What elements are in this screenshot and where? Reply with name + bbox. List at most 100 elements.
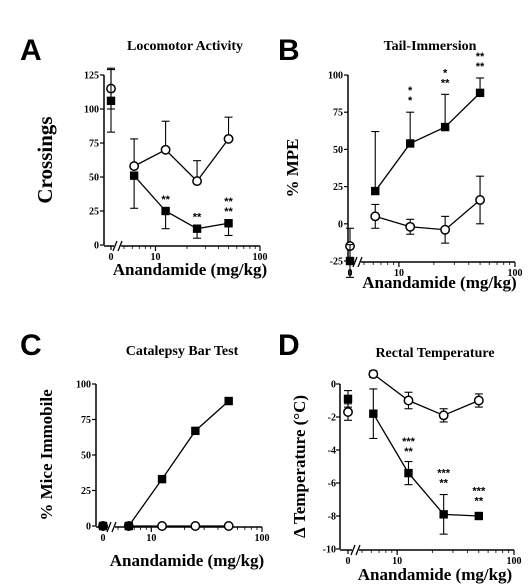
- significance-marker: ***: [402, 436, 416, 448]
- series-open-circle: [98, 521, 234, 531]
- axis-break-mark: [111, 521, 117, 533]
- data-point: [190, 521, 201, 531]
- y-tick-label: 100: [84, 105, 99, 116]
- data-point: [98, 521, 108, 531]
- significance-marker: **: [161, 194, 170, 206]
- y-tick-label: 25: [333, 182, 343, 193]
- y-tick-label: 0: [331, 380, 336, 391]
- series-line: [375, 199, 481, 231]
- x-tick-label: 0: [109, 252, 114, 263]
- y-tick-label: 100: [328, 71, 343, 82]
- data-point: [160, 144, 171, 155]
- y-tick-label: 50: [89, 173, 99, 184]
- series-line: [372, 373, 480, 417]
- significance-marker: *: [408, 95, 413, 107]
- y-tick-label: 25: [89, 207, 99, 218]
- data-point: [192, 224, 202, 233]
- significance-marker: **: [476, 51, 485, 63]
- series-line: [133, 175, 229, 230]
- data-point: [106, 96, 116, 106]
- data-point: [473, 395, 484, 406]
- y-tick-label: 75: [89, 139, 99, 150]
- y-tick-label: -4: [328, 446, 336, 457]
- y-tick-label: -6: [328, 479, 336, 490]
- y-tick-label: 50: [81, 451, 91, 462]
- data-point: [129, 171, 139, 180]
- significance-marker: **: [439, 478, 448, 490]
- data-point: [129, 161, 140, 172]
- x-tick-label: 10: [146, 533, 156, 544]
- data-point: [124, 521, 133, 531]
- series-open-circle: [345, 175, 486, 265]
- x-tick-label: 0: [101, 533, 106, 544]
- y-tick-label: 0: [94, 241, 99, 252]
- data-point: [404, 468, 413, 478]
- data-point: [440, 122, 450, 132]
- series-filled-square: [345, 77, 485, 278]
- y-tick-label: 0: [338, 219, 343, 230]
- x-tick-label: 10: [394, 268, 404, 279]
- significance-marker: **: [441, 77, 450, 89]
- data-point: [474, 511, 484, 521]
- series-line: [374, 92, 481, 192]
- data-point: [371, 186, 380, 196]
- series-line: [133, 138, 230, 183]
- x-tick-label: 10: [150, 252, 160, 263]
- y-tick-label: -2: [328, 413, 336, 424]
- series-open-circle: [106, 67, 234, 187]
- axis-break-mark: [352, 256, 358, 268]
- series-line: [372, 413, 479, 517]
- panel-c: C Catalepsy Bar Test 0 25 50 75 100 0 10 100 Anand…: [20, 329, 270, 570]
- series-filled-square: [98, 396, 233, 531]
- x-tick-label: 100: [507, 556, 522, 567]
- data-point: [368, 369, 379, 380]
- x-axis-label: Anandamide (mg/kg): [362, 273, 516, 292]
- data-point: [439, 510, 448, 519]
- y-tick-label: -25: [330, 257, 343, 268]
- y-tick-label: 100: [76, 380, 91, 391]
- data-point: [224, 219, 233, 228]
- data-point: [369, 409, 378, 418]
- significance-marker: ***: [472, 486, 486, 498]
- axis-break-mark: [117, 240, 123, 252]
- chart-title: Locomotor Activity: [127, 39, 243, 54]
- series-filled-square: [106, 69, 233, 239]
- data-point: [157, 474, 167, 484]
- y-tick-label: -10: [323, 545, 336, 556]
- y-tick-label: 25: [81, 486, 91, 497]
- axis-break-mark: [112, 240, 118, 252]
- significance-marker: **: [224, 196, 233, 208]
- data-point: [475, 195, 486, 205]
- y-tick-label: 125: [84, 71, 99, 82]
- panel-d: D Rectal Temperature -10 -8 -6 -4 -2 0 0 10 100Ana…: [278, 329, 522, 584]
- y-tick-label: 0: [86, 522, 91, 533]
- x-axis-label: Anandamide (mg/kg): [110, 551, 264, 570]
- chart-title: Rectal Temperature: [375, 346, 494, 361]
- data-point: [345, 256, 355, 266]
- significance-marker: *: [408, 85, 413, 97]
- y-tick-label: 75: [81, 415, 91, 426]
- chart-title: Tail-Immersion: [384, 39, 477, 54]
- data-point: [403, 395, 414, 406]
- significance-marker: ***: [437, 468, 451, 480]
- x-tick-label: 100: [255, 533, 270, 544]
- data-point: [192, 176, 203, 187]
- x-axis-label: Anandamide (mg/kg): [113, 260, 267, 279]
- significance-marker: *: [443, 67, 448, 79]
- axis-break-mark: [106, 521, 112, 533]
- data-point: [405, 221, 416, 232]
- data-point: [438, 410, 449, 421]
- axis-break-mark: [355, 544, 361, 556]
- axis-break-mark: [357, 256, 363, 268]
- y-axis-label: Crossings: [33, 116, 57, 203]
- data-point: [343, 394, 353, 404]
- data-point: [440, 224, 451, 235]
- data-point: [343, 407, 353, 417]
- significance-marker: **: [193, 212, 202, 224]
- significance-marker: **: [224, 206, 233, 218]
- data-point: [161, 206, 170, 216]
- y-axis-label: Δ Temperature (°C): [290, 395, 309, 538]
- data-point: [405, 139, 415, 148]
